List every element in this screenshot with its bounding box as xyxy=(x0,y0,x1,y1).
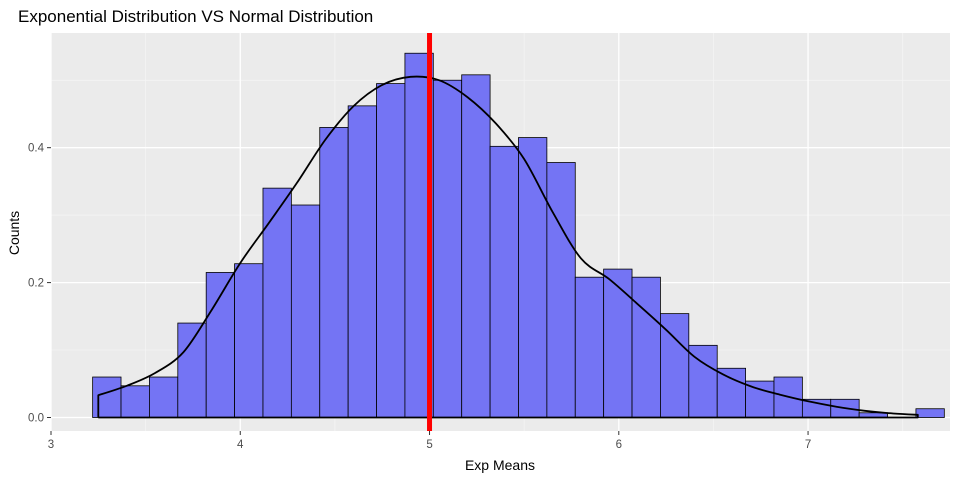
y-axis: 0.0 0.2 0.4 xyxy=(28,143,51,425)
y-tick-label: 0.4 xyxy=(28,143,45,155)
histogram-bar xyxy=(376,83,406,418)
histogram-bar xyxy=(745,380,775,418)
histogram-bar xyxy=(432,79,463,418)
x-axis: 3 4 5 6 7 xyxy=(48,431,811,451)
histogram-bar xyxy=(347,105,377,418)
histogram-bar xyxy=(801,398,832,418)
histogram-bar xyxy=(149,376,179,418)
histogram-bar xyxy=(120,385,150,418)
histogram-bar xyxy=(461,74,491,418)
chart-title: Exponential Distribution VS Normal Distr… xyxy=(18,7,373,26)
histogram-bar xyxy=(290,204,321,418)
histogram-bar xyxy=(518,137,548,418)
density-curve xyxy=(97,75,919,419)
histogram-bar xyxy=(177,322,207,418)
density-curve-layer xyxy=(97,75,919,419)
x-tick-label: 3 xyxy=(48,439,54,451)
histogram-bar xyxy=(603,268,633,418)
x-tick-label: 6 xyxy=(616,439,622,451)
histogram-bar xyxy=(574,276,605,418)
histogram-bar xyxy=(915,408,945,418)
histogram-bar xyxy=(489,145,519,418)
histogram-bar xyxy=(262,187,292,418)
y-axis-title: Counts xyxy=(6,211,22,255)
y-tick-label: 0.2 xyxy=(28,278,44,290)
x-tick-label: 4 xyxy=(237,439,244,451)
histogram-bars xyxy=(92,52,945,418)
x-axis-title: Exp Means xyxy=(465,457,535,473)
y-tick-label: 0.0 xyxy=(28,413,44,425)
histogram-bar xyxy=(319,127,349,418)
histogram-bar xyxy=(631,276,661,418)
x-tick-label: 7 xyxy=(805,439,811,451)
histogram-bar xyxy=(92,376,122,418)
histogram-bar xyxy=(546,162,576,418)
histogram-bar xyxy=(716,367,746,418)
histogram-bar xyxy=(660,313,690,418)
x-tick-label: 5 xyxy=(426,439,432,451)
histogram-bar xyxy=(234,263,264,418)
